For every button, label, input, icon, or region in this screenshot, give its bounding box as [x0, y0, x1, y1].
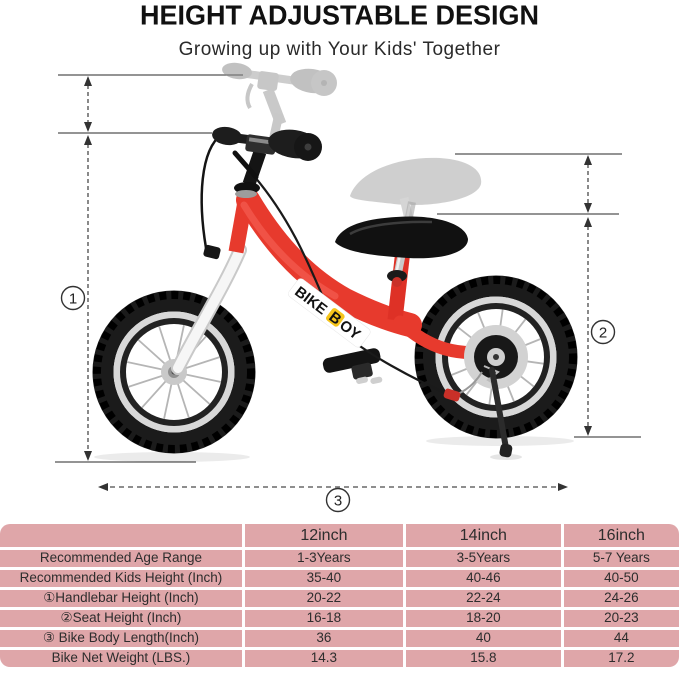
- spec-header-row: 12inch 14inch 16inch: [0, 524, 679, 547]
- row-value: 14.3: [244, 650, 403, 667]
- callout-2: 2: [590, 319, 616, 345]
- spec-table-wrap: 12inch 14inch 16inch Recommended Age Range 1…: [0, 521, 679, 670]
- size-column-header: 16inch: [563, 524, 679, 547]
- row-value: 24-26: [563, 590, 679, 607]
- page-subtitle: Growing up with Your Kids' Together: [178, 39, 501, 60]
- front-wheel-shadow: [94, 452, 250, 462]
- brand-accent-bg: [326, 308, 345, 327]
- front-brake-cable: [200, 132, 223, 249]
- seat-clamp: [387, 270, 407, 282]
- fork-cable-clamp: [203, 244, 221, 260]
- row-label: ②Seat Height (Inch): [0, 610, 242, 627]
- down-tube: [236, 188, 422, 337]
- row-value: 5-7 Years: [563, 550, 679, 567]
- size-column-header: 14inch: [405, 524, 561, 547]
- spec-row: Recommended Kids Height (Inch) 35-40 40-46…: [0, 570, 679, 587]
- svg-text:3: 3: [334, 493, 342, 510]
- cable-guide: [443, 388, 461, 402]
- row-value: 40: [405, 630, 561, 647]
- dimension-1-line: [84, 76, 92, 461]
- row-value: 20-23: [563, 610, 679, 627]
- row-value: 44: [563, 630, 679, 647]
- row-value: 22-24: [405, 590, 561, 607]
- corner-cell: [0, 524, 242, 547]
- left-grip: [212, 126, 242, 146]
- spec-row: ②Seat Height (Inch) 16-18 18-20 20-23: [0, 610, 679, 627]
- front-fork: [171, 243, 247, 375]
- row-value: 18-20: [405, 610, 561, 627]
- down-tube-highlight: [240, 201, 339, 300]
- stem: [242, 149, 267, 187]
- svg-text:1: 1: [69, 291, 77, 308]
- row-value: 1-3Years: [244, 550, 403, 567]
- row-value: 40-46: [405, 570, 561, 587]
- frame: [236, 188, 497, 360]
- measurement-lines: [55, 74, 641, 463]
- size-column-header: 12inch: [244, 524, 403, 547]
- spec-table: 12inch 14inch 16inch Recommended Age Range 1…: [0, 521, 679, 670]
- spec-row: ③ Bike Body Length(Inch) 36 40 44: [0, 630, 679, 647]
- spec-row: Recommended Age Range 1-3Years 3-5Years 5-7…: [0, 550, 679, 567]
- row-label: ③ Bike Body Length(Inch): [0, 630, 242, 647]
- row-label: ①Handlebar Height (Inch): [0, 590, 242, 607]
- kickstand: [483, 365, 513, 458]
- rear-hub: [464, 325, 528, 389]
- spec-table-body: 12inch 14inch 16inch Recommended Age Range 1…: [0, 524, 679, 667]
- spec-row: Bike Net Weight (LBS.) 14.3 15.8 17.2: [0, 650, 679, 667]
- row-value: 40-50: [563, 570, 679, 587]
- page-title: HEIGHT ADJUSTABLE DESIGN: [139, 0, 540, 31]
- dimension-3-line: [98, 483, 568, 491]
- row-value: 36: [244, 630, 403, 647]
- row-value: 16-18: [244, 610, 403, 627]
- footrest: [322, 348, 383, 384]
- row-value: 15.8: [405, 650, 561, 667]
- row-label: Bike Net Weight (LBS.): [0, 650, 242, 667]
- row-value: 3-5Years: [405, 550, 561, 567]
- row-label: Recommended Kids Height (Inch): [0, 570, 242, 587]
- rear-wheel-shadow: [426, 436, 574, 446]
- dimension-2-line: [584, 155, 592, 436]
- row-value: 20-22: [244, 590, 403, 607]
- row-value: 17.2: [563, 650, 679, 667]
- seat: [335, 216, 468, 287]
- callout-1: 1: [60, 285, 86, 311]
- handlebar: [212, 126, 322, 198]
- row-value: 35-40: [244, 570, 403, 587]
- svg-text:2: 2: [599, 325, 607, 342]
- brake-lever: [232, 150, 259, 180]
- callout-3: 3: [325, 487, 351, 513]
- spec-row: ①Handlebar Height (Inch) 20-22 22-24 24-26: [0, 590, 679, 607]
- row-label: Recommended Age Range: [0, 550, 242, 567]
- bike-diagram: BIKE B OY: [55, 62, 641, 513]
